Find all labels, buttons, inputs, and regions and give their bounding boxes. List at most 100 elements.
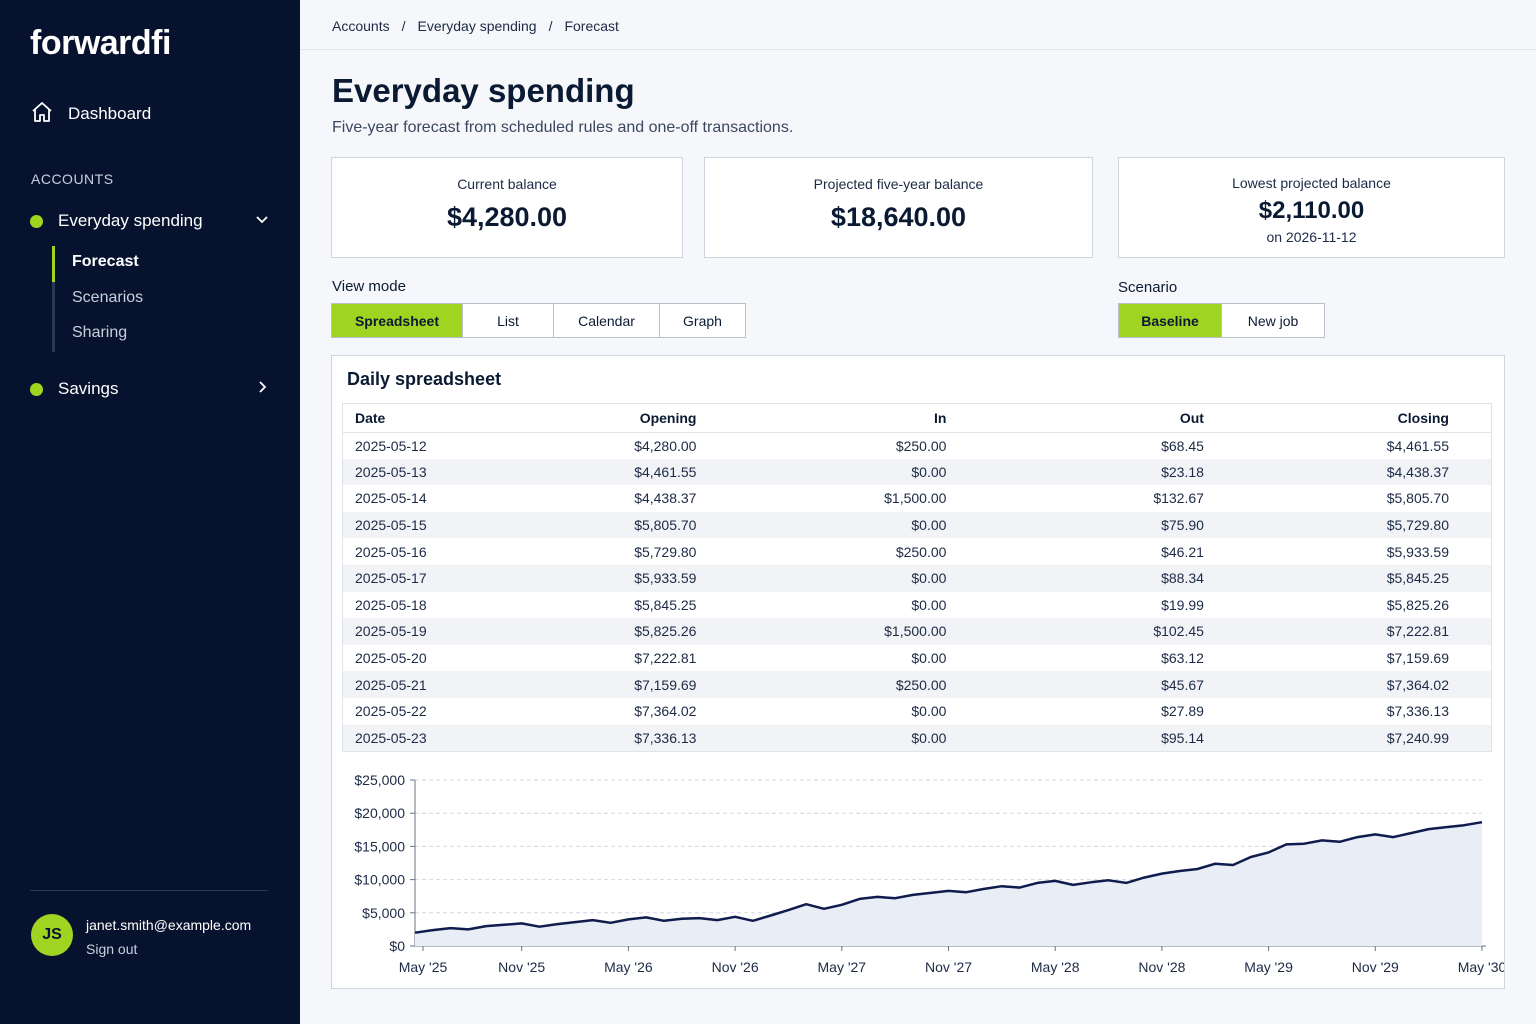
account-label: Everyday spending bbox=[58, 211, 203, 230]
view-mode-graph[interactable]: Graph bbox=[660, 304, 745, 337]
card-label: Current balance bbox=[457, 176, 557, 192]
cell-closing: $5,845.25 bbox=[1273, 564, 1491, 592]
cell-date: 2025-05-12 bbox=[355, 437, 427, 454]
cell-out: $63.12 bbox=[1161, 650, 1204, 667]
card-value: $18,640.00 bbox=[830, 202, 967, 232]
table-row[interactable]: 2025-05-19 $5,825.26 $1,500.00 $102.45 $7,22… bbox=[343, 618, 1491, 645]
y-tick-label: $20,000 bbox=[354, 805, 405, 821]
cell-out: $75.90 bbox=[1026, 511, 1274, 539]
cell-date: 2025-05-13 bbox=[343, 458, 522, 486]
account-status-dot bbox=[30, 214, 43, 228]
breadcrumb-everyday-spending[interactable]: Everyday spending bbox=[417, 18, 537, 34]
subnav-item-forecast[interactable]: Forecast bbox=[72, 253, 139, 270]
cell-in: $1,500.00 bbox=[738, 618, 1027, 645]
column-header-date[interactable]: Date bbox=[343, 404, 522, 433]
account-label: Savings bbox=[58, 379, 119, 398]
sidebar-divider bbox=[30, 890, 268, 891]
table-row[interactable]: 2025-05-16 $5,729.80 $250.00 $46.21 $5,933.5… bbox=[343, 538, 1491, 565]
sign-out-link[interactable]: Sign out bbox=[86, 941, 138, 957]
view-mode-toggle: Spreadsheet List Calendar Graph bbox=[331, 303, 746, 338]
cell-closing: $7,240.99 bbox=[1273, 724, 1491, 752]
scenario-baseline[interactable]: Baseline bbox=[1119, 304, 1222, 337]
cell-opening: $7,222.81 bbox=[634, 650, 697, 667]
x-tick-label: Nov '27 bbox=[925, 959, 972, 975]
table-row[interactable]: 2025-05-14 $4,438.37 $1,500.00 $132.67 $5,80… bbox=[343, 485, 1491, 512]
cell-out: $45.67 bbox=[1026, 671, 1274, 698]
subnav-item-scenarios[interactable]: Scenarios bbox=[72, 289, 144, 306]
x-tick-label: May '25 bbox=[399, 959, 448, 975]
card-label: Projected five-year balance bbox=[813, 176, 984, 192]
cell-opening: $5,845.25 bbox=[634, 596, 697, 613]
sidebar: forwardfi Dashboard ACCOUNTS Everyday sp… bbox=[0, 0, 300, 1024]
cell-date: 2025-05-16 bbox=[355, 543, 427, 560]
sidebar-item-dashboard[interactable]: Dashboard bbox=[30, 100, 151, 128]
y-tick-label: $0 bbox=[389, 938, 405, 954]
table-row[interactable]: 2025-05-15 $5,805.70 $0.00 $75.90 $5,729.80 bbox=[343, 511, 1491, 539]
card-value: $2,110.00 bbox=[1258, 197, 1365, 224]
card-value: $4,280.00 bbox=[446, 202, 568, 232]
x-tick-label: Nov '29 bbox=[1352, 959, 1399, 975]
sidebar-account-everyday-spending[interactable]: Everyday spending bbox=[30, 207, 270, 235]
x-tick-label: Nov '28 bbox=[1138, 959, 1185, 975]
cell-out: $132.67 bbox=[1153, 490, 1204, 507]
table-row[interactable]: 2025-05-20 $7,222.81 $0.00 $63.12 $7,159.69 bbox=[343, 645, 1491, 672]
app-logo[interactable]: forwardfi bbox=[30, 24, 171, 62]
table-header-row: Date Opening In Out Closing bbox=[343, 404, 1491, 433]
cell-opening: $4,438.37 bbox=[634, 490, 697, 507]
daily-spreadsheet-panel: Daily spreadsheet Date Opening In Out Cl… bbox=[331, 355, 1505, 989]
cell-in: $0.00 bbox=[738, 564, 1027, 592]
card-note: on 2026-11-12 bbox=[1266, 229, 1357, 245]
x-tick-label: May '28 bbox=[1031, 959, 1080, 975]
subnav-item-sharing[interactable]: Sharing bbox=[72, 324, 128, 341]
table-body: 2025-05-12 $4,280.00 $250.00 $68.45 $4,461.5… bbox=[343, 432, 1491, 752]
cell-opening: $5,729.80 bbox=[634, 543, 697, 560]
sidebar-account-savings[interactable]: Savings bbox=[30, 375, 270, 403]
x-tick-label: May '26 bbox=[604, 959, 653, 975]
chevron-down-icon[interactable] bbox=[254, 211, 270, 232]
table-row[interactable]: 2025-05-21 $7,159.69 $250.00 $45.67 $7,364.0… bbox=[343, 671, 1491, 698]
view-mode-spreadsheet[interactable]: Spreadsheet bbox=[332, 304, 463, 337]
cell-closing: $7,364.02 bbox=[1273, 671, 1491, 698]
y-tick-label: $10,000 bbox=[354, 872, 405, 888]
lowest-balance-card: Lowest projected balance $2,110.00 on 20… bbox=[1118, 157, 1505, 258]
table-row[interactable]: 2025-05-12 $4,280.00 $250.00 $68.45 $4,461.5… bbox=[343, 432, 1491, 459]
table-row[interactable]: 2025-05-13 $4,461.55 $0.00 $23.18 $4,438.37 bbox=[343, 458, 1491, 486]
scenario-new-job[interactable]: New job bbox=[1222, 304, 1324, 337]
table-row[interactable]: 2025-05-18 $5,845.25 $0.00 $19.99 $5,825.26 bbox=[343, 592, 1491, 619]
cell-opening: $5,933.59 bbox=[521, 564, 739, 592]
balance-area bbox=[415, 822, 1482, 946]
column-header-closing[interactable]: Closing bbox=[1273, 404, 1491, 433]
chevron-right-icon[interactable] bbox=[254, 379, 270, 400]
table-row[interactable]: 2025-05-17 $5,933.59 $0.00 $88.34 $5,845.25 bbox=[343, 564, 1491, 592]
column-header-opening[interactable]: Opening bbox=[521, 404, 739, 433]
card-label: Lowest projected balance bbox=[1232, 175, 1391, 191]
avatar[interactable]: JS bbox=[31, 914, 73, 956]
page-title: Everyday spending bbox=[332, 72, 635, 109]
cell-date: 2025-05-22 bbox=[355, 703, 427, 720]
current-balance-card: Current balance $4,280.00 bbox=[331, 157, 683, 258]
breadcrumb-forecast[interactable]: Forecast bbox=[564, 18, 619, 34]
x-tick-label: May '29 bbox=[1244, 959, 1293, 975]
view-mode-list[interactable]: List bbox=[463, 304, 554, 337]
column-header-out[interactable]: Out bbox=[1026, 404, 1274, 433]
cell-out: $102.45 bbox=[1026, 618, 1274, 645]
column-header-in[interactable]: In bbox=[738, 404, 1027, 433]
table-row[interactable]: 2025-05-23 $7,336.13 $0.00 $95.14 $7,240.99 bbox=[343, 724, 1491, 752]
projected-balance-card: Projected five-year balance $18,640.00 bbox=[704, 157, 1093, 258]
cell-out: $95.14 bbox=[1026, 724, 1274, 752]
table-row[interactable]: 2025-05-22 $7,364.02 $0.00 $27.89 $7,336.13 bbox=[343, 698, 1491, 725]
cell-out: $23.18 bbox=[1026, 458, 1274, 486]
cell-out: $88.34 bbox=[1026, 564, 1274, 592]
cell-opening: $4,461.55 bbox=[521, 458, 739, 486]
cell-date: 2025-05-21 bbox=[343, 671, 522, 698]
cell-date: 2025-05-19 bbox=[343, 618, 522, 645]
cell-out: $68.45 bbox=[1161, 437, 1204, 454]
cell-in: $0.00 bbox=[738, 511, 1027, 539]
cell-closing: $5,933.59 bbox=[1386, 543, 1449, 560]
spreadsheet-table-container[interactable]: Date Opening In Out Closing 2025-05-12 $4… bbox=[342, 403, 1492, 752]
cell-date: 2025-05-17 bbox=[343, 564, 522, 592]
breadcrumb-accounts[interactable]: Accounts bbox=[332, 18, 390, 34]
daily-spreadsheet-table: Date Opening In Out Closing 2025-05-12 $4… bbox=[343, 404, 1491, 752]
top-bar: Accounts / Everyday spending / Forecast bbox=[300, 0, 1536, 50]
view-mode-calendar[interactable]: Calendar bbox=[554, 304, 660, 337]
